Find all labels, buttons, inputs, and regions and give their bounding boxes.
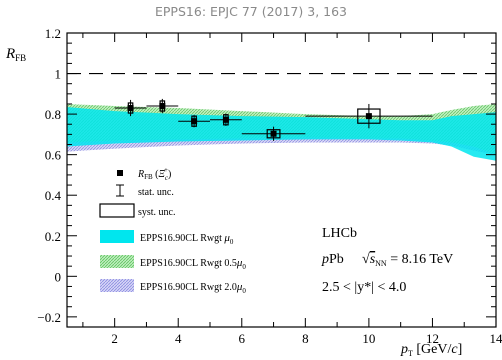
data-point-5 [305,103,433,129]
y-tick-label: 1 [55,67,62,82]
data-marker [270,130,277,137]
annotation-experiment: LHCb [322,226,357,241]
legend-label-syst: syst. unc. [138,207,176,218]
data-marker [365,113,372,120]
x-tick-label: 12 [426,331,439,346]
chart-header: EPPS16: EPJC 77 (2017) 3, 163 [155,4,347,19]
x-tick-label: 6 [239,331,246,346]
data-marker [127,105,134,112]
x-tick-label: 2 [111,331,118,346]
legend-syst-box [99,203,135,218]
syst-box [266,129,281,139]
syst-box [357,108,381,124]
data-point-1 [146,98,179,114]
data-point-4 [241,126,306,141]
legend-swatch-band1 [100,255,134,268]
annotation-rapidity: 2.5 < |y*| < 4.0 [322,280,406,295]
data-marker [222,116,229,123]
legend-label-stat: stat. unc. [138,187,174,198]
y-tick-label: 0 [55,269,62,284]
y-tick-label: 0.6 [45,148,62,163]
y-tick-label: 0.4 [45,188,62,203]
plot-frame [66,32,497,328]
legend-label-band1: EPPS16.90CL Rwgt 0.5μ0 [140,257,246,271]
y-tick-label: 0.2 [45,229,61,244]
x-tick-label: 10 [362,331,375,346]
legend-label-data: RFB (Ξc+) [137,166,171,182]
y-axis-title: RFB [5,46,26,63]
legend-label-band2: EPPS16.90CL Rwgt 2.0μ0 [140,281,246,295]
annotation-system: pPb [321,252,344,267]
data-point-2 [178,115,210,128]
annotation-energy: √sNN = 8.16 TeV [362,252,453,268]
y-tick-label: −0.2 [37,310,61,325]
legend-label-band0: EPPS16.90CL Rwgt μ0 [140,232,234,246]
legend-swatch-band0 [100,230,134,243]
x-tick-label: 8 [302,331,309,346]
y-tick-label: 1.2 [45,26,61,41]
x-tick-label: 4 [175,331,182,346]
data-point-3 [210,113,242,126]
legend-swatch-band2 [100,279,134,292]
x-axis-title: pT [GeV/c] [400,342,462,358]
data-marker [159,102,166,109]
data-marker [191,118,198,125]
legend-marker-data [117,170,123,176]
y-tick-label: 0.8 [45,107,61,122]
x-tick-label: 14 [490,331,502,346]
data-point-0 [114,99,147,117]
